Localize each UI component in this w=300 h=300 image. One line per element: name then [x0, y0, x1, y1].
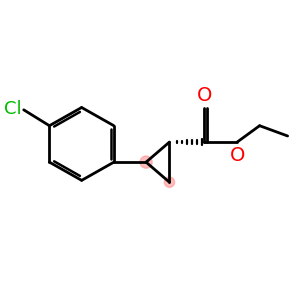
Text: Cl: Cl — [4, 100, 22, 118]
Circle shape — [164, 177, 175, 188]
Text: O: O — [197, 86, 213, 105]
Circle shape — [140, 156, 152, 168]
Text: O: O — [230, 146, 245, 165]
